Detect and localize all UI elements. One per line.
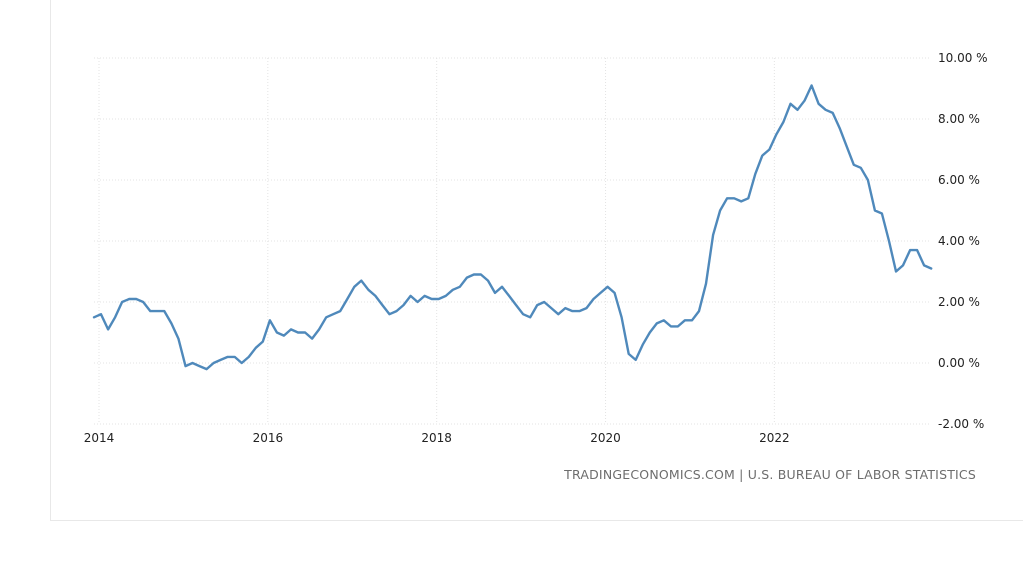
chart-frame xyxy=(50,0,1023,521)
source-attribution: TRADINGECONOMICS.COM | U.S. BUREAU OF LA… xyxy=(563,467,976,482)
x-tick-label: 2014 xyxy=(84,431,115,445)
x-tick-label: 2022 xyxy=(759,431,790,445)
x-tick-label: 2016 xyxy=(253,431,284,445)
y-tick-label: 8.00 % xyxy=(938,112,980,126)
y-tick-label: 10.00 % xyxy=(938,51,988,65)
x-tick-label: 2020 xyxy=(590,431,621,445)
y-tick-label: 4.00 % xyxy=(938,234,980,248)
y-tick-label: 0.00 % xyxy=(938,356,980,370)
x-tick-label: 2018 xyxy=(421,431,452,445)
y-tick-label: 2.00 % xyxy=(938,295,980,309)
series-line xyxy=(92,84,933,371)
y-tick-label: 6.00 % xyxy=(938,173,980,187)
y-tick-label: -2.00 % xyxy=(938,417,984,431)
